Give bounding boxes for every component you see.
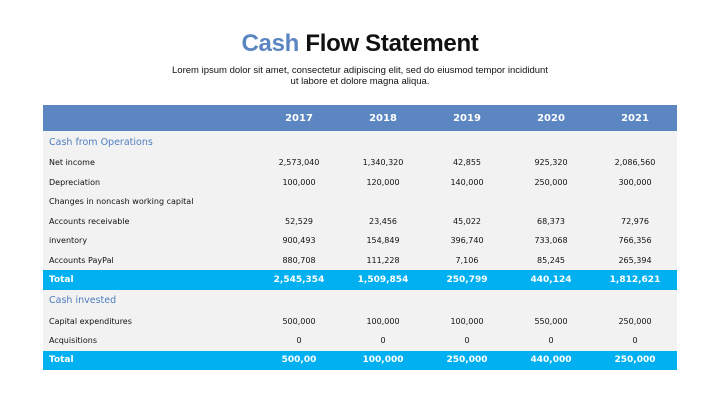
table-row: Accounts PayPal 880,708 111,228 7,106 85…	[43, 250, 677, 270]
empty-cell	[341, 131, 425, 153]
table-row: Accounts receivable 52,529 23,456 45,022…	[43, 211, 677, 231]
table-cell	[425, 192, 509, 212]
table-cell: 766,356	[593, 231, 677, 251]
table-cell: 265,394	[593, 250, 677, 270]
table-cell: 68,373	[509, 211, 593, 231]
total-cell: 2,545,354	[257, 270, 341, 290]
table-cell: 100,000	[257, 172, 341, 192]
table-row: Capital expenditures 500,000 100,000 100…	[43, 311, 677, 331]
table-row: Depreciation 100,000 120,000 140,000 250…	[43, 172, 677, 192]
total-cell: 250,799	[425, 270, 509, 290]
table-cell: 0	[593, 331, 677, 351]
total-cell: 100,000	[341, 350, 425, 370]
section-heading-row: Cash invested	[43, 289, 677, 312]
empty-cell	[257, 289, 341, 312]
table-cell	[509, 192, 593, 212]
section-heading-operations: Cash from Operations	[43, 131, 257, 153]
year-header: 2018	[341, 105, 425, 131]
table-cell: 2,086,560	[593, 153, 677, 173]
empty-cell	[509, 289, 593, 312]
table-cell: 1,340,320	[341, 153, 425, 173]
section-heading-invested: Cash invested	[43, 289, 257, 312]
table-cell: 7,106	[425, 250, 509, 270]
table-row: Acquisitions 0 0 0 0 0	[43, 331, 677, 351]
total-row-operations: Total 2,545,354 1,509,854 250,799 440,12…	[43, 270, 677, 290]
table-cell: 925,320	[509, 153, 593, 173]
row-label: Changes in noncash working capital	[43, 192, 257, 212]
table-cell: 396,740	[425, 231, 509, 251]
table-cell: 500,000	[257, 311, 341, 331]
title-accent: Cash	[241, 30, 299, 57]
year-header: 2021	[593, 105, 677, 131]
header-label-cell	[43, 105, 257, 131]
table-cell	[257, 192, 341, 212]
empty-cell	[509, 131, 593, 153]
table-cell: 111,228	[341, 250, 425, 270]
table-cell: 2,573,040	[257, 153, 341, 173]
table-cell: 550,000	[509, 311, 593, 331]
table-cell: 880,708	[257, 250, 341, 270]
cash-flow-table: 2017 2018 2019 2020 2021 Cash from Opera…	[43, 105, 677, 370]
empty-cell	[593, 289, 677, 312]
page-subtitle: Lorem ipsum dolor sit amet, consectetur …	[172, 65, 548, 87]
table-cell: 100,000	[341, 311, 425, 331]
table-cell: 154,849	[341, 231, 425, 251]
total-label: Total	[43, 350, 257, 370]
row-label: Net income	[43, 153, 257, 173]
total-cell: 250,000	[425, 350, 509, 370]
table-cell: 300,000	[593, 172, 677, 192]
row-label: Accounts receivable	[43, 211, 257, 231]
table-cell: 100,000	[425, 311, 509, 331]
row-label: Acquisitions	[43, 331, 257, 351]
table-cell: 250,000	[593, 311, 677, 331]
table-cell: 72,976	[593, 211, 677, 231]
table-cell: 0	[425, 331, 509, 351]
row-label: Accounts PayPal	[43, 250, 257, 270]
total-cell: 440,124	[509, 270, 593, 290]
table-cell: 45,022	[425, 211, 509, 231]
table-cell: 42,855	[425, 153, 509, 173]
table-cell: 0	[509, 331, 593, 351]
empty-cell	[425, 131, 509, 153]
title-rest: Flow Statement	[298, 30, 479, 57]
total-cell: 500,00	[257, 350, 341, 370]
empty-cell	[341, 289, 425, 312]
row-label: Depreciation	[43, 172, 257, 192]
total-row-invested: Total 500,00 100,000 250,000 440,000 250…	[43, 350, 677, 370]
table-cell: 900,493	[257, 231, 341, 251]
table-cell: 0	[341, 331, 425, 351]
page-title: Cash Flow Statement	[0, 30, 720, 58]
table-cell: 250,000	[509, 172, 593, 192]
year-header: 2019	[425, 105, 509, 131]
total-cell: 250,000	[593, 350, 677, 370]
table-cell	[593, 192, 677, 212]
table-cell: 0	[257, 331, 341, 351]
year-header: 2020	[509, 105, 593, 131]
table-cell: 23,456	[341, 211, 425, 231]
empty-cell	[257, 131, 341, 153]
total-cell: 1,509,854	[341, 270, 425, 290]
table-cell: 140,000	[425, 172, 509, 192]
table-row: Changes in noncash working capital	[43, 192, 677, 212]
table-row: Net income 2,573,040 1,340,320 42,855 92…	[43, 153, 677, 173]
total-cell: 440,000	[509, 350, 593, 370]
row-label: inventory	[43, 231, 257, 251]
year-header: 2017	[257, 105, 341, 131]
row-label: Capital expenditures	[43, 311, 257, 331]
empty-cell	[425, 289, 509, 312]
table-cell	[341, 192, 425, 212]
table-cell: 733,068	[509, 231, 593, 251]
table-row: inventory 900,493 154,849 396,740 733,06…	[43, 231, 677, 251]
table-cell: 85,245	[509, 250, 593, 270]
table-cell: 120,000	[341, 172, 425, 192]
table-header-row: 2017 2018 2019 2020 2021	[43, 105, 677, 131]
total-cell: 1,812,621	[593, 270, 677, 290]
table-cell: 52,529	[257, 211, 341, 231]
empty-cell	[593, 131, 677, 153]
total-label: Total	[43, 270, 257, 290]
section-heading-row: Cash from Operations	[43, 131, 677, 153]
